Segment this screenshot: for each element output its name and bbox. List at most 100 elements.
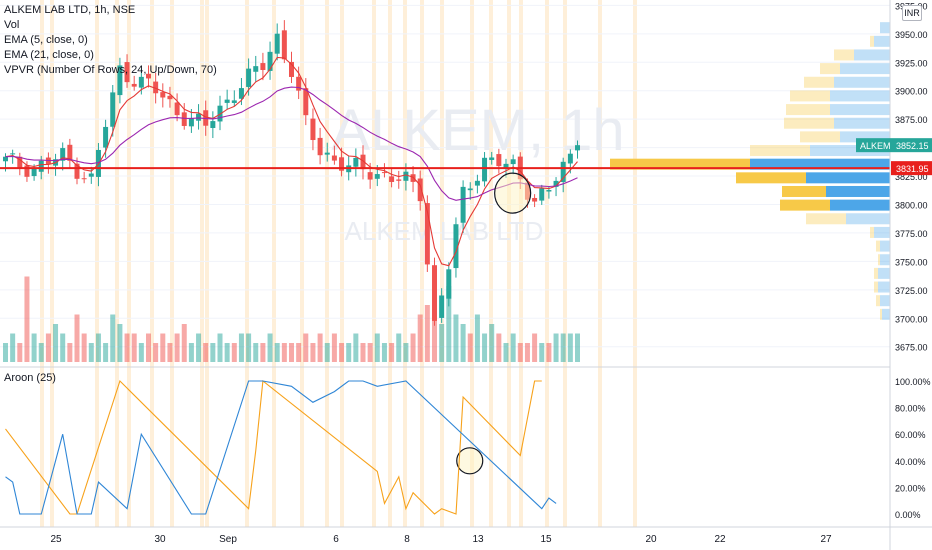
volume-bar [103,343,109,362]
volume-bar [560,333,566,362]
session-stripe [403,0,407,527]
volume-bar [496,333,502,362]
time-tick-label: 6 [333,534,339,545]
vpvr-down-bar [780,199,830,211]
volume-bar [74,314,80,362]
vpvr-down-bar [790,90,830,102]
time-tick-label: 25 [50,534,62,545]
vpvr-up-bar [854,49,890,61]
volume-bar [238,333,244,362]
volume-bar [131,333,137,362]
volume-bar [188,343,194,362]
vpvr-up-bar [878,281,890,293]
session-stripe [340,0,344,527]
price-tick-label: 3800.00 [895,200,928,210]
volume-bar [24,276,30,362]
candle-body [3,156,8,162]
candle-body [324,152,330,155]
volume-bar [539,343,545,362]
volume-bar [410,333,416,362]
price-tick-label: 3775.00 [895,229,928,239]
volume-bar [153,343,159,362]
volume-bar [324,343,330,362]
vpvr-legend[interactable]: VPVR (Number Of Rows, 24, Up/Down, 70) [4,64,217,76]
symbol-title[interactable]: ALKEM LAB LTD, 1h, NSE [4,4,136,16]
volume-bar [253,343,259,362]
aroon-up-line [5,379,542,515]
session-stripe [200,0,204,527]
vpvr-up-bar [874,35,890,47]
currency-badge[interactable]: INR [902,5,922,21]
candle-body [238,88,244,99]
vpvr-up-bar [874,226,890,238]
candle-body [289,61,294,77]
aroon-legend[interactable]: Aroon (25) [4,372,56,384]
vpvr-down-bar [874,281,878,293]
volume-bar [510,333,516,362]
candle-body [24,165,30,177]
volume-bar [489,324,495,362]
main-pane-legend: ALKEM LAB LTD, 1h, NSE Vol EMA (5, close… [4,3,217,78]
time-tick-label: 15 [540,534,552,545]
candle-body [453,224,459,269]
aroon-annotation-circle [456,447,484,475]
candle-body [417,178,423,202]
time-tick-label: Sep [219,534,237,545]
price-tick-label: 3675.00 [895,343,928,353]
candle-body [546,190,552,192]
candle-body [60,148,66,161]
ema21-legend[interactable]: EMA (21, close, 0) [4,49,94,61]
volume-bar [203,343,209,362]
annotations [456,172,532,475]
vpvr-down-bar [870,226,874,238]
candle-body [331,155,337,161]
ema5-legend[interactable]: EMA (5, close, 0) [4,34,88,46]
last-price-label: 3852.15 [896,141,929,151]
candle-body [446,269,452,299]
price-tick-label: 3825.00 [895,172,928,182]
candle-body [467,188,473,191]
volume-bar [403,343,409,362]
volume-bar [289,343,294,362]
vpvr-up-bar [880,295,890,307]
volume-bar [267,333,273,362]
candle-body [167,95,173,100]
candle-body [203,110,209,126]
volume-bar [575,333,580,362]
volume-legend[interactable]: Vol [4,19,20,31]
aroon-tick-label: 60.00% [895,430,926,440]
candle-body [503,163,509,169]
time-tick-label: 22 [714,534,726,545]
candle-body [174,102,180,116]
vpvr-down-bar [750,145,810,157]
volume-bar [274,343,280,362]
candle-body [10,153,16,155]
vpvr-up-bar [830,90,890,102]
volume-bar [310,343,316,362]
vpvr-histogram [610,22,890,320]
candle-body [367,172,373,180]
price-tick-label: 3900.00 [895,87,928,97]
volume-bar [95,333,101,362]
candle-body [103,126,109,148]
volume-bar [231,343,237,362]
vpvr-up-bar [880,22,890,34]
volume-bar [196,333,202,362]
candle-body [160,92,166,98]
session-stripe [272,0,276,527]
volume-bar [439,324,445,362]
candle-body [303,88,309,116]
time-tick-label: 20 [645,534,657,545]
volume-bar [60,333,66,362]
volume-bar [303,333,309,362]
candle-body [88,173,94,177]
candle-body [231,100,237,103]
aroon-tick-label: 80.00% [895,404,926,414]
price-tick-label: 3950.00 [895,30,928,40]
vpvr-down-bar [782,185,826,197]
volume-bar [474,314,480,362]
volume-bar [31,333,37,362]
